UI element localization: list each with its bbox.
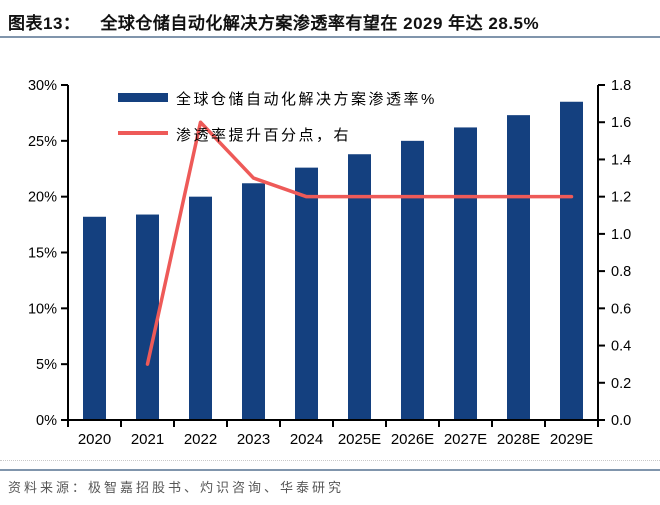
bar-2023 [242, 183, 265, 420]
x-axis-category-label: 2027E [444, 431, 487, 448]
x-axis-category-label: 2029E [550, 431, 593, 448]
chart-area: 0% 5% 10% 15% 20% 25% 30% 0.0 0.2 0.4 0.6 0.8 1.0 1.2… [0, 50, 660, 455]
right-axis-tick-label: 1.0 [611, 227, 631, 243]
right-axis-tick-label: 1.8 [611, 78, 631, 94]
bar-2021 [136, 214, 159, 420]
x-axis-category-label: 2023 [237, 431, 270, 448]
left-axis-tick-label: 0% [36, 413, 57, 429]
legend-bar-swatch [118, 93, 168, 102]
right-axis-tick-label: 0.0 [611, 413, 631, 429]
left-axis-tick-label: 10% [28, 301, 57, 317]
x-axis-category-label: 2026E [391, 431, 434, 448]
right-axis-tick-label: 1.6 [611, 115, 631, 131]
figure-label: 图表13： [8, 14, 81, 33]
line-series [145, 120, 574, 366]
bar-2026E [401, 140, 424, 420]
x-axis-category-label: 2022 [184, 431, 217, 448]
figure-title-text: 全球仓储自动化解决方案渗透率有望在 2029 年达 28.5% [100, 14, 540, 33]
page-dotted-rule [0, 460, 660, 461]
right-axis-tick-label: 0.4 [611, 339, 631, 355]
right-axis-tick-label: 1.4 [611, 152, 631, 168]
x-axis-category-label: 2025E [338, 431, 381, 448]
right-axis-tick-label: 0.8 [611, 264, 631, 280]
left-axis-tick-label: 25% [28, 134, 57, 150]
bar-2028E [507, 115, 530, 421]
figure-title: 图表13： 全球仓储自动化解决方案渗透率有望在 2029 年达 28.5% [8, 9, 652, 34]
bar-2027E [454, 127, 477, 420]
legend-bar-label: 全球仓储自动化解决方案渗透率% [176, 90, 437, 108]
legend-line-label: 渗透率提升百分点，右 [176, 127, 351, 144]
title-divider [0, 36, 660, 38]
left-axis-tick-label: 30% [28, 78, 57, 94]
bar-2029E [560, 101, 583, 420]
bar-2020 [83, 216, 106, 420]
right-axis-tick-label: 0.2 [611, 376, 631, 392]
right-axis-tick-label: 1.2 [611, 190, 631, 206]
bar-2022 [189, 196, 212, 420]
bar-2024 [295, 167, 318, 420]
x-axis-category-label: 2028E [497, 431, 540, 448]
x-axis-category-label: 2020 [78, 431, 111, 448]
combo-chart-canvas: 0% 5% 10% 15% 20% 25% 30% 0.0 0.2 0.4 0.6 0.8 1.0 1.2… [28, 78, 631, 448]
x-axis-category-label: 2021 [131, 431, 164, 448]
source-note: 资料来源：极智嘉招股书、灼识咨询、华泰研究 [8, 480, 345, 495]
bar-2025E [348, 154, 371, 420]
x-axis-category-label: 2024 [290, 431, 323, 448]
left-axis-tick-label: 15% [28, 246, 57, 262]
right-axis-tick-label: 0.6 [611, 301, 631, 317]
left-axis-tick-label: 20% [28, 190, 57, 206]
left-axis-tick-label: 5% [36, 357, 57, 373]
footer-divider [0, 469, 660, 471]
